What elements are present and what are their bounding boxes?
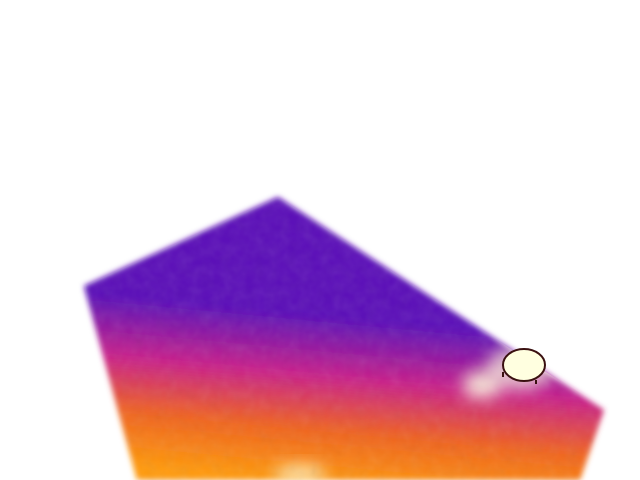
marker-ring bbox=[502, 348, 546, 382]
hotspot-right bbox=[503, 349, 545, 381]
circular-marker bbox=[502, 348, 546, 384]
